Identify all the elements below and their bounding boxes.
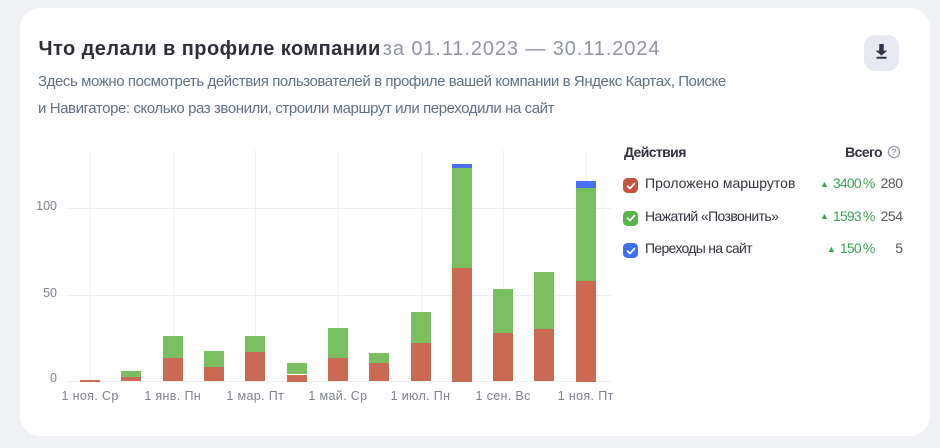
svg-text:?: ?	[891, 147, 897, 157]
